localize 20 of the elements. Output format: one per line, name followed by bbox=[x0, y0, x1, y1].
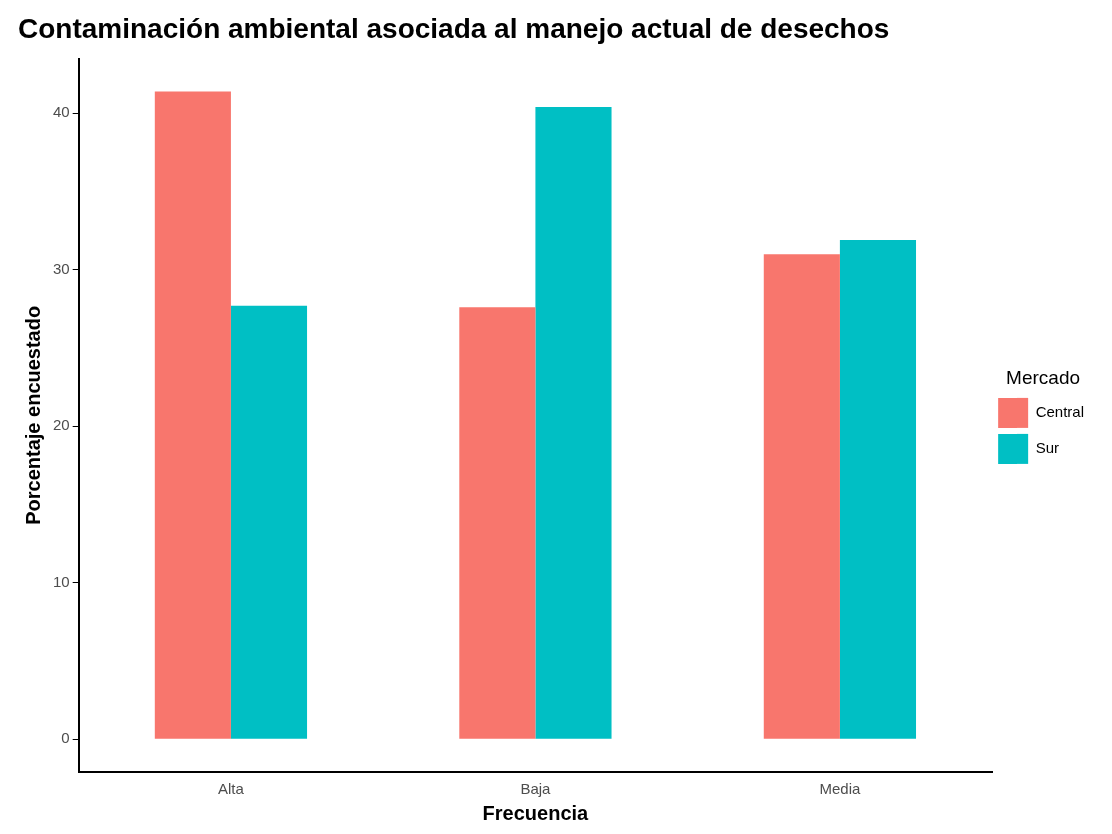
bar bbox=[459, 307, 536, 739]
legend-label: Central bbox=[1035, 403, 1084, 421]
bar bbox=[230, 305, 308, 739]
x-tick-label: Media bbox=[819, 780, 861, 798]
bar bbox=[839, 240, 917, 739]
y-tick-label: 20 bbox=[53, 416, 70, 434]
y-tick-label: 0 bbox=[61, 729, 70, 747]
y-tick-label: 40 bbox=[53, 103, 70, 121]
legend-title: Mercado bbox=[1006, 366, 1081, 388]
y-tick-label: 10 bbox=[53, 572, 70, 590]
x-tick-label: Alta bbox=[218, 780, 245, 798]
x-axis-title: Frecuencia bbox=[482, 801, 590, 824]
y-tick-label: 30 bbox=[53, 259, 70, 277]
x-tick-label: Baja bbox=[520, 780, 552, 798]
bar bbox=[154, 91, 231, 739]
bar bbox=[535, 107, 612, 739]
legend-label: Sur bbox=[1035, 439, 1059, 457]
chart-title: Contaminación ambiental asociada al manejo actual de desechos bbox=[18, 12, 890, 44]
y-axis-title: Porcentaje encuestado bbox=[21, 305, 44, 525]
bar bbox=[763, 254, 840, 739]
